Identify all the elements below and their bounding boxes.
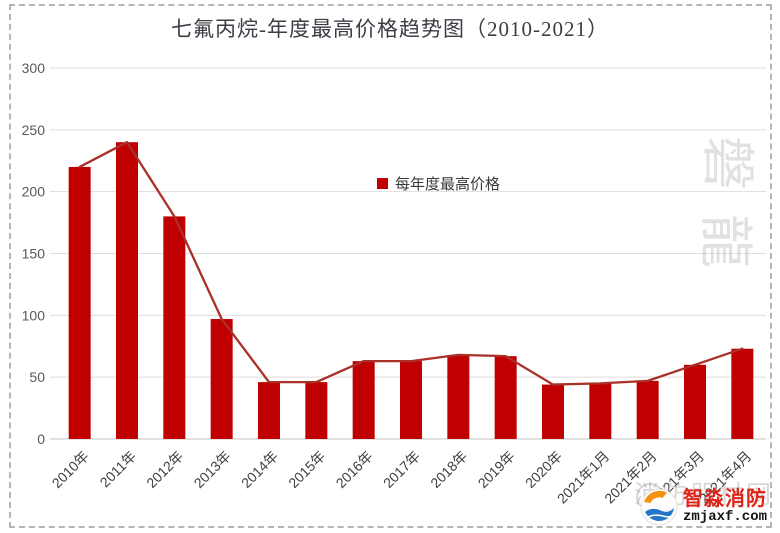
bar [494,356,517,439]
brand-url: zmjaxf.com [682,509,767,526]
brand-name: 智淼消防 [682,488,767,511]
x-axis-label: 2016年 [333,448,376,491]
bar [542,384,564,439]
legend-marker-icon [377,178,388,189]
brand-logo: 智淼消防 zmjaxf.com [640,488,767,526]
bar [352,361,375,439]
legend: 每年度最高价格 [377,173,500,194]
bar [447,354,470,439]
y-axis-tick-label: 200 [22,184,46,200]
bar [163,216,186,439]
bar [400,361,422,439]
bar [116,142,138,439]
x-axis-label: 2019年 [475,448,518,491]
x-axis-label: 2018年 [427,448,470,491]
bar [210,319,233,439]
trend-line [78,141,744,386]
bar [684,364,706,439]
x-axis-label: 2017年 [380,448,423,491]
x-axis-label: 2013年 [191,448,234,491]
y-axis-tick-label: 300 [22,60,46,76]
y-axis-tick-label: 100 [22,307,46,323]
x-axis-label: 2015年 [285,448,328,491]
y-axis-tick-label: 50 [29,369,45,385]
bar [68,166,91,439]
y-axis-tick-label: 250 [22,122,46,138]
x-axis-label: 2014年 [238,448,281,491]
y-axis-tick-label: 150 [22,246,46,262]
legend-label: 每年度最高价格 [395,176,501,193]
x-axis-label: 2012年 [143,448,186,491]
chart-title: 七氟丙烷-年度最高价格趋势图（2010-2021） [171,17,609,41]
x-axis-label: 2020年 [522,448,565,491]
y-axis-tick-label: 0 [37,431,45,447]
x-axis-label: 2011年 [97,448,140,491]
bar [636,380,659,439]
bar [731,348,754,439]
bar [305,382,328,439]
brand-logo-icon [640,488,678,526]
x-axis-label: 2010年 [49,448,92,491]
bar [258,382,280,439]
bar [589,383,612,439]
